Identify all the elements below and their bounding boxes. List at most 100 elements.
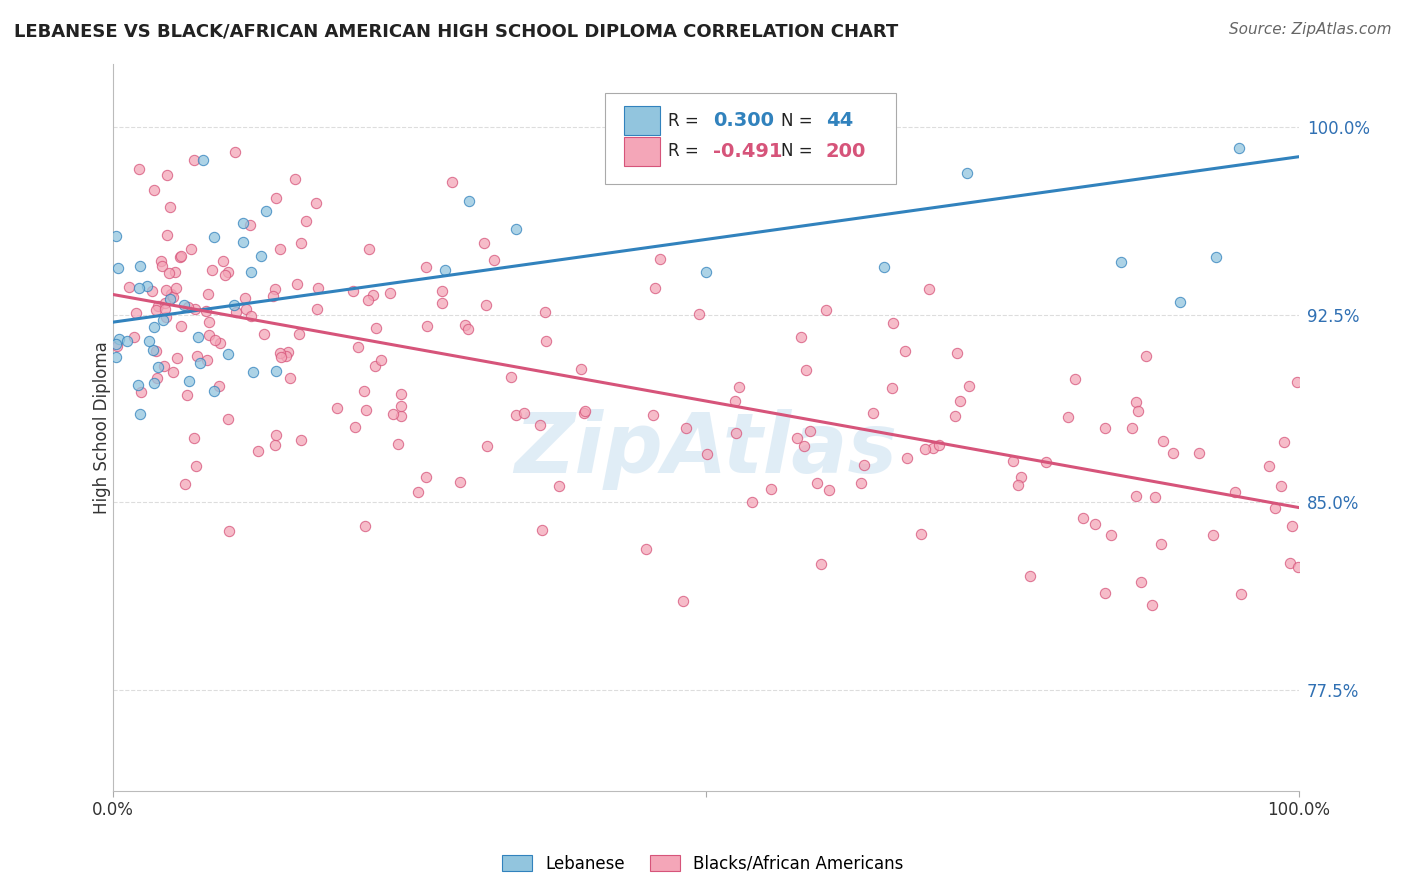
Point xyxy=(129,385,152,400)
Point xyxy=(572,406,595,420)
Point xyxy=(1125,489,1147,503)
Point xyxy=(247,444,270,458)
Point xyxy=(1279,556,1302,570)
Point xyxy=(214,268,236,282)
Point xyxy=(146,360,169,375)
Point xyxy=(799,424,821,438)
Point xyxy=(138,334,160,349)
Point xyxy=(342,285,364,299)
Point xyxy=(212,253,235,268)
Point xyxy=(430,295,453,310)
Point xyxy=(956,165,979,179)
Point xyxy=(153,296,176,310)
Point xyxy=(159,292,181,306)
Point xyxy=(1094,586,1116,600)
Point xyxy=(177,300,200,314)
Point xyxy=(250,249,273,263)
Point xyxy=(1286,375,1309,389)
Point xyxy=(529,417,551,432)
FancyBboxPatch shape xyxy=(624,106,659,136)
Point xyxy=(197,286,219,301)
Point xyxy=(357,242,380,256)
Point xyxy=(695,265,717,279)
Point xyxy=(569,362,592,376)
Point xyxy=(741,495,763,509)
Point xyxy=(472,235,495,250)
Point xyxy=(208,379,231,393)
Point xyxy=(505,221,527,235)
Point xyxy=(434,263,457,277)
Point xyxy=(129,259,152,273)
Point xyxy=(191,153,214,167)
Point xyxy=(165,265,187,279)
Point xyxy=(128,162,150,177)
Point xyxy=(378,285,401,300)
Point xyxy=(326,401,349,416)
Point xyxy=(849,476,872,491)
Point xyxy=(786,432,808,446)
Point xyxy=(217,412,239,426)
Point xyxy=(1264,500,1286,515)
Point xyxy=(1007,477,1029,491)
Point xyxy=(391,409,413,424)
Point xyxy=(264,438,287,452)
Point xyxy=(415,469,437,483)
Point xyxy=(957,378,980,392)
Point xyxy=(1143,490,1166,504)
Point xyxy=(910,527,932,541)
Point xyxy=(1094,420,1116,434)
Point xyxy=(263,282,285,296)
Point xyxy=(1205,250,1227,264)
Point xyxy=(156,168,179,182)
Point xyxy=(142,343,165,358)
Point xyxy=(202,384,225,399)
Point xyxy=(353,384,375,398)
Point xyxy=(648,252,671,267)
Point xyxy=(1121,421,1143,435)
Point xyxy=(1073,511,1095,525)
Point xyxy=(136,278,159,293)
Point xyxy=(125,306,148,320)
Point xyxy=(174,477,197,491)
Point xyxy=(239,265,262,279)
Point xyxy=(162,365,184,379)
Point xyxy=(1150,537,1173,551)
Point xyxy=(253,326,276,341)
Point xyxy=(415,260,437,275)
Point xyxy=(945,346,967,360)
Text: 200: 200 xyxy=(825,142,866,161)
FancyBboxPatch shape xyxy=(605,93,896,184)
Point xyxy=(159,201,181,215)
Point xyxy=(644,281,666,295)
Point xyxy=(441,175,464,189)
Point xyxy=(155,283,177,297)
Point xyxy=(155,310,177,324)
Point xyxy=(1109,255,1132,269)
Point xyxy=(254,204,277,219)
Point xyxy=(128,281,150,295)
Point xyxy=(1064,372,1087,386)
Point xyxy=(145,302,167,317)
Point xyxy=(157,266,180,280)
Point xyxy=(143,183,166,197)
Point xyxy=(918,282,941,296)
Point xyxy=(387,436,409,450)
Point xyxy=(202,230,225,244)
Point xyxy=(1084,517,1107,532)
Point xyxy=(1161,445,1184,459)
Point xyxy=(307,301,329,316)
Point xyxy=(1230,586,1253,600)
Point xyxy=(727,380,749,394)
Point xyxy=(290,235,312,250)
Point xyxy=(1152,434,1174,449)
Point xyxy=(190,356,212,370)
Point xyxy=(675,421,697,435)
Point xyxy=(184,301,207,316)
Point xyxy=(1001,454,1024,468)
Point xyxy=(152,313,174,327)
Point xyxy=(107,332,129,346)
Point xyxy=(198,315,221,329)
Point xyxy=(222,298,245,312)
Point xyxy=(145,370,167,384)
Point xyxy=(201,263,224,277)
